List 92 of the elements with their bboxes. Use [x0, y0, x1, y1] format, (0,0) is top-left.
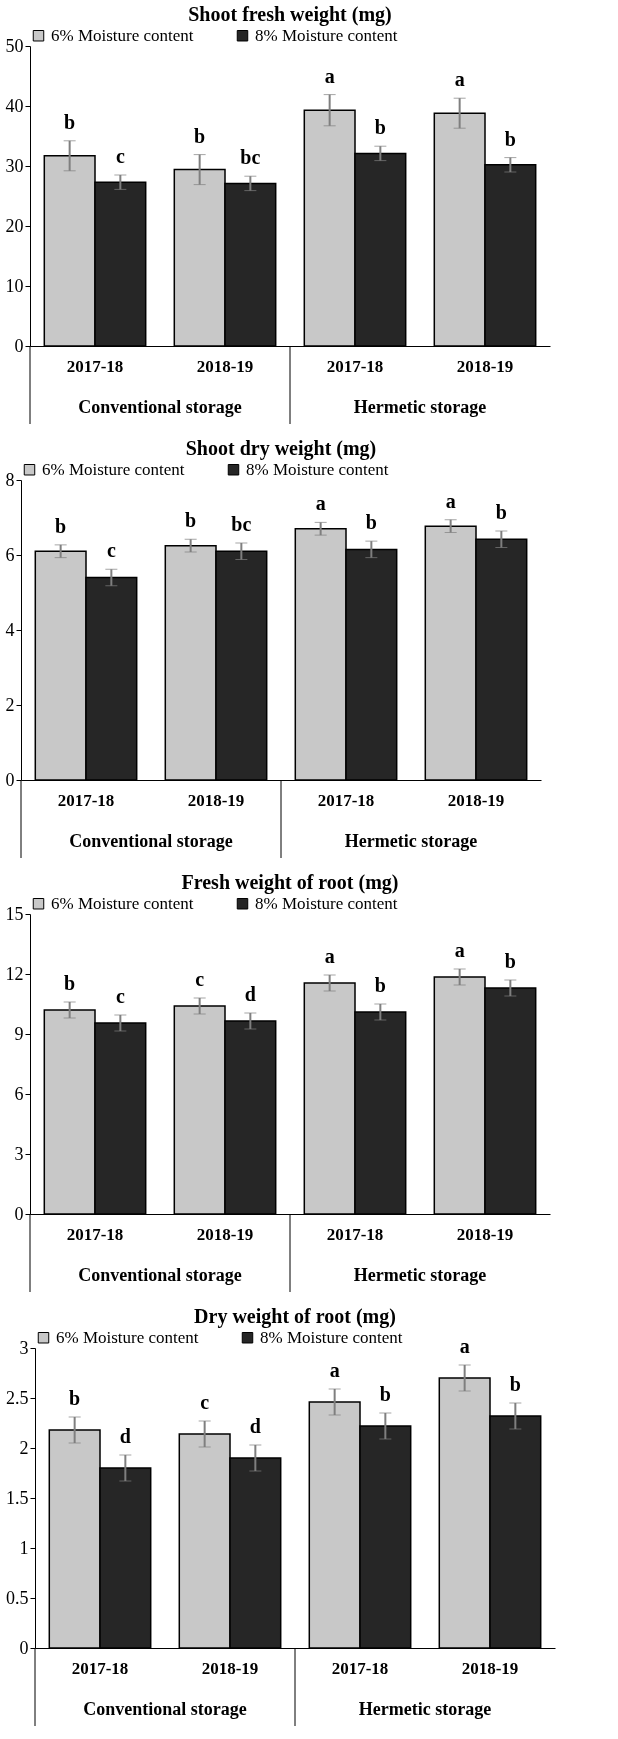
- text: Hermetic storage: [358, 1699, 492, 1719]
- y-tick-label: 3: [14, 1143, 24, 1164]
- x-tick-label: 2017-18: [331, 1658, 389, 1678]
- data-label: b: [379, 1383, 391, 1405]
- data-label: b: [374, 974, 386, 996]
- y-tick-label: 40: [5, 95, 24, 116]
- y-tick-label: 0.5: [6, 1587, 29, 1608]
- data-label: a: [454, 939, 465, 961]
- y-tick-label: 0: [19, 1637, 29, 1658]
- data-label: b: [365, 511, 377, 534]
- chart-title: Fresh weight of root (mg): [181, 871, 399, 894]
- x-tick-label: 2017-18: [326, 1224, 384, 1244]
- x-tick-label: 2018-19: [456, 1224, 514, 1244]
- y-tick-label: 12: [5, 963, 24, 984]
- data-label: b: [374, 116, 386, 139]
- y-tick-label: 0: [14, 1203, 24, 1224]
- text: Hermetic storage: [344, 831, 478, 851]
- data-label: a: [324, 945, 335, 967]
- y-tick-label: 2: [5, 694, 15, 715]
- x-tick-label: 2017-18: [57, 790, 115, 810]
- chart-title: Dry weight of root (mg): [194, 1305, 396, 1328]
- y-tick-label: 10: [5, 275, 24, 296]
- data-label: d: [249, 1415, 261, 1437]
- y-tick-label: 0: [14, 335, 24, 356]
- y-tick-label: 9: [14, 1023, 24, 1044]
- y-tick-label: 15: [5, 903, 24, 924]
- data-label: c: [200, 1391, 210, 1413]
- x-tick-label: 2018-19: [196, 356, 254, 376]
- x-tick-label: 2018-19: [187, 790, 245, 810]
- data-label: b: [509, 1373, 521, 1395]
- y-tick-label: 2: [19, 1437, 29, 1458]
- y-tick-label: 1.5: [6, 1487, 29, 1508]
- y-tick-label: 0: [5, 769, 15, 790]
- data-label: b: [194, 124, 206, 147]
- text: Conventional storage: [78, 1265, 242, 1285]
- data-label: a: [324, 64, 335, 87]
- data-label: b: [504, 127, 516, 150]
- x-tick-label: 2018-19: [456, 356, 514, 376]
- x-tick-label: 2017-18: [317, 790, 375, 810]
- text: Conventional storage: [69, 831, 233, 851]
- x-tick-label: 2018-19: [196, 1224, 254, 1244]
- data-label: c: [106, 539, 116, 562]
- data-label: a: [315, 492, 326, 515]
- data-label: b: [55, 514, 67, 537]
- x-tick-label: 2018-19: [447, 790, 505, 810]
- data-label: bc: [240, 146, 261, 169]
- data-label: b: [185, 509, 197, 532]
- data-label: c: [195, 968, 205, 990]
- x-tick-label: 2017-18: [66, 356, 124, 376]
- legend-label: 8% Moisture content: [255, 893, 398, 913]
- legend-label: 8% Moisture content: [260, 1327, 403, 1347]
- y-tick-label: 1: [19, 1537, 29, 1558]
- legend-label: 8% Moisture content: [255, 25, 398, 45]
- x-tick-label: 2018-19: [201, 1658, 259, 1678]
- data-label: a: [454, 68, 465, 91]
- legend-label: 6% Moisture content: [42, 459, 185, 479]
- data-label: a: [329, 1359, 340, 1381]
- legend-label: 6% Moisture content: [51, 25, 194, 45]
- legend-label: 6% Moisture content: [51, 893, 194, 913]
- y-tick-label: 30: [5, 155, 24, 176]
- text: Conventional storage: [78, 397, 242, 417]
- x-tick-label: 2018-19: [461, 1658, 519, 1678]
- y-tick-label: 8: [5, 469, 15, 490]
- y-tick-label: 50: [5, 35, 24, 56]
- data-label: bc: [231, 513, 252, 535]
- data-label: a: [445, 489, 456, 512]
- text: Conventional storage: [83, 1699, 247, 1719]
- data-label: d: [244, 983, 256, 1005]
- y-tick-label: 2.5: [6, 1387, 29, 1408]
- y-tick-label: 3: [19, 1337, 29, 1358]
- y-tick-label: 20: [5, 215, 24, 236]
- data-label: b: [504, 950, 516, 972]
- data-label: b: [495, 501, 507, 523]
- data-label: c: [115, 145, 125, 167]
- data-label: a: [459, 1335, 470, 1357]
- x-tick-label: 2017-18: [71, 1658, 129, 1678]
- y-tick-label: 6: [5, 544, 15, 565]
- text: Hermetic storage: [353, 397, 487, 417]
- text: Hermetic storage: [353, 1265, 487, 1285]
- data-label: d: [119, 1425, 131, 1447]
- y-tick-label: 6: [14, 1083, 24, 1104]
- x-tick-label: 2017-18: [66, 1224, 124, 1244]
- x-tick-label: 2017-18: [326, 356, 384, 376]
- legend-label: 8% Moisture content: [246, 459, 389, 479]
- data-label: c: [115, 985, 125, 1007]
- data-label: b: [64, 110, 76, 133]
- chart-title: Shoot fresh weight (mg): [188, 3, 392, 26]
- data-label: b: [64, 972, 76, 994]
- legend-label: 6% Moisture content: [56, 1327, 199, 1347]
- y-tick-label: 4: [5, 619, 15, 640]
- data-label: b: [69, 1387, 81, 1409]
- chart-title: Shoot dry weight (mg): [185, 437, 377, 460]
